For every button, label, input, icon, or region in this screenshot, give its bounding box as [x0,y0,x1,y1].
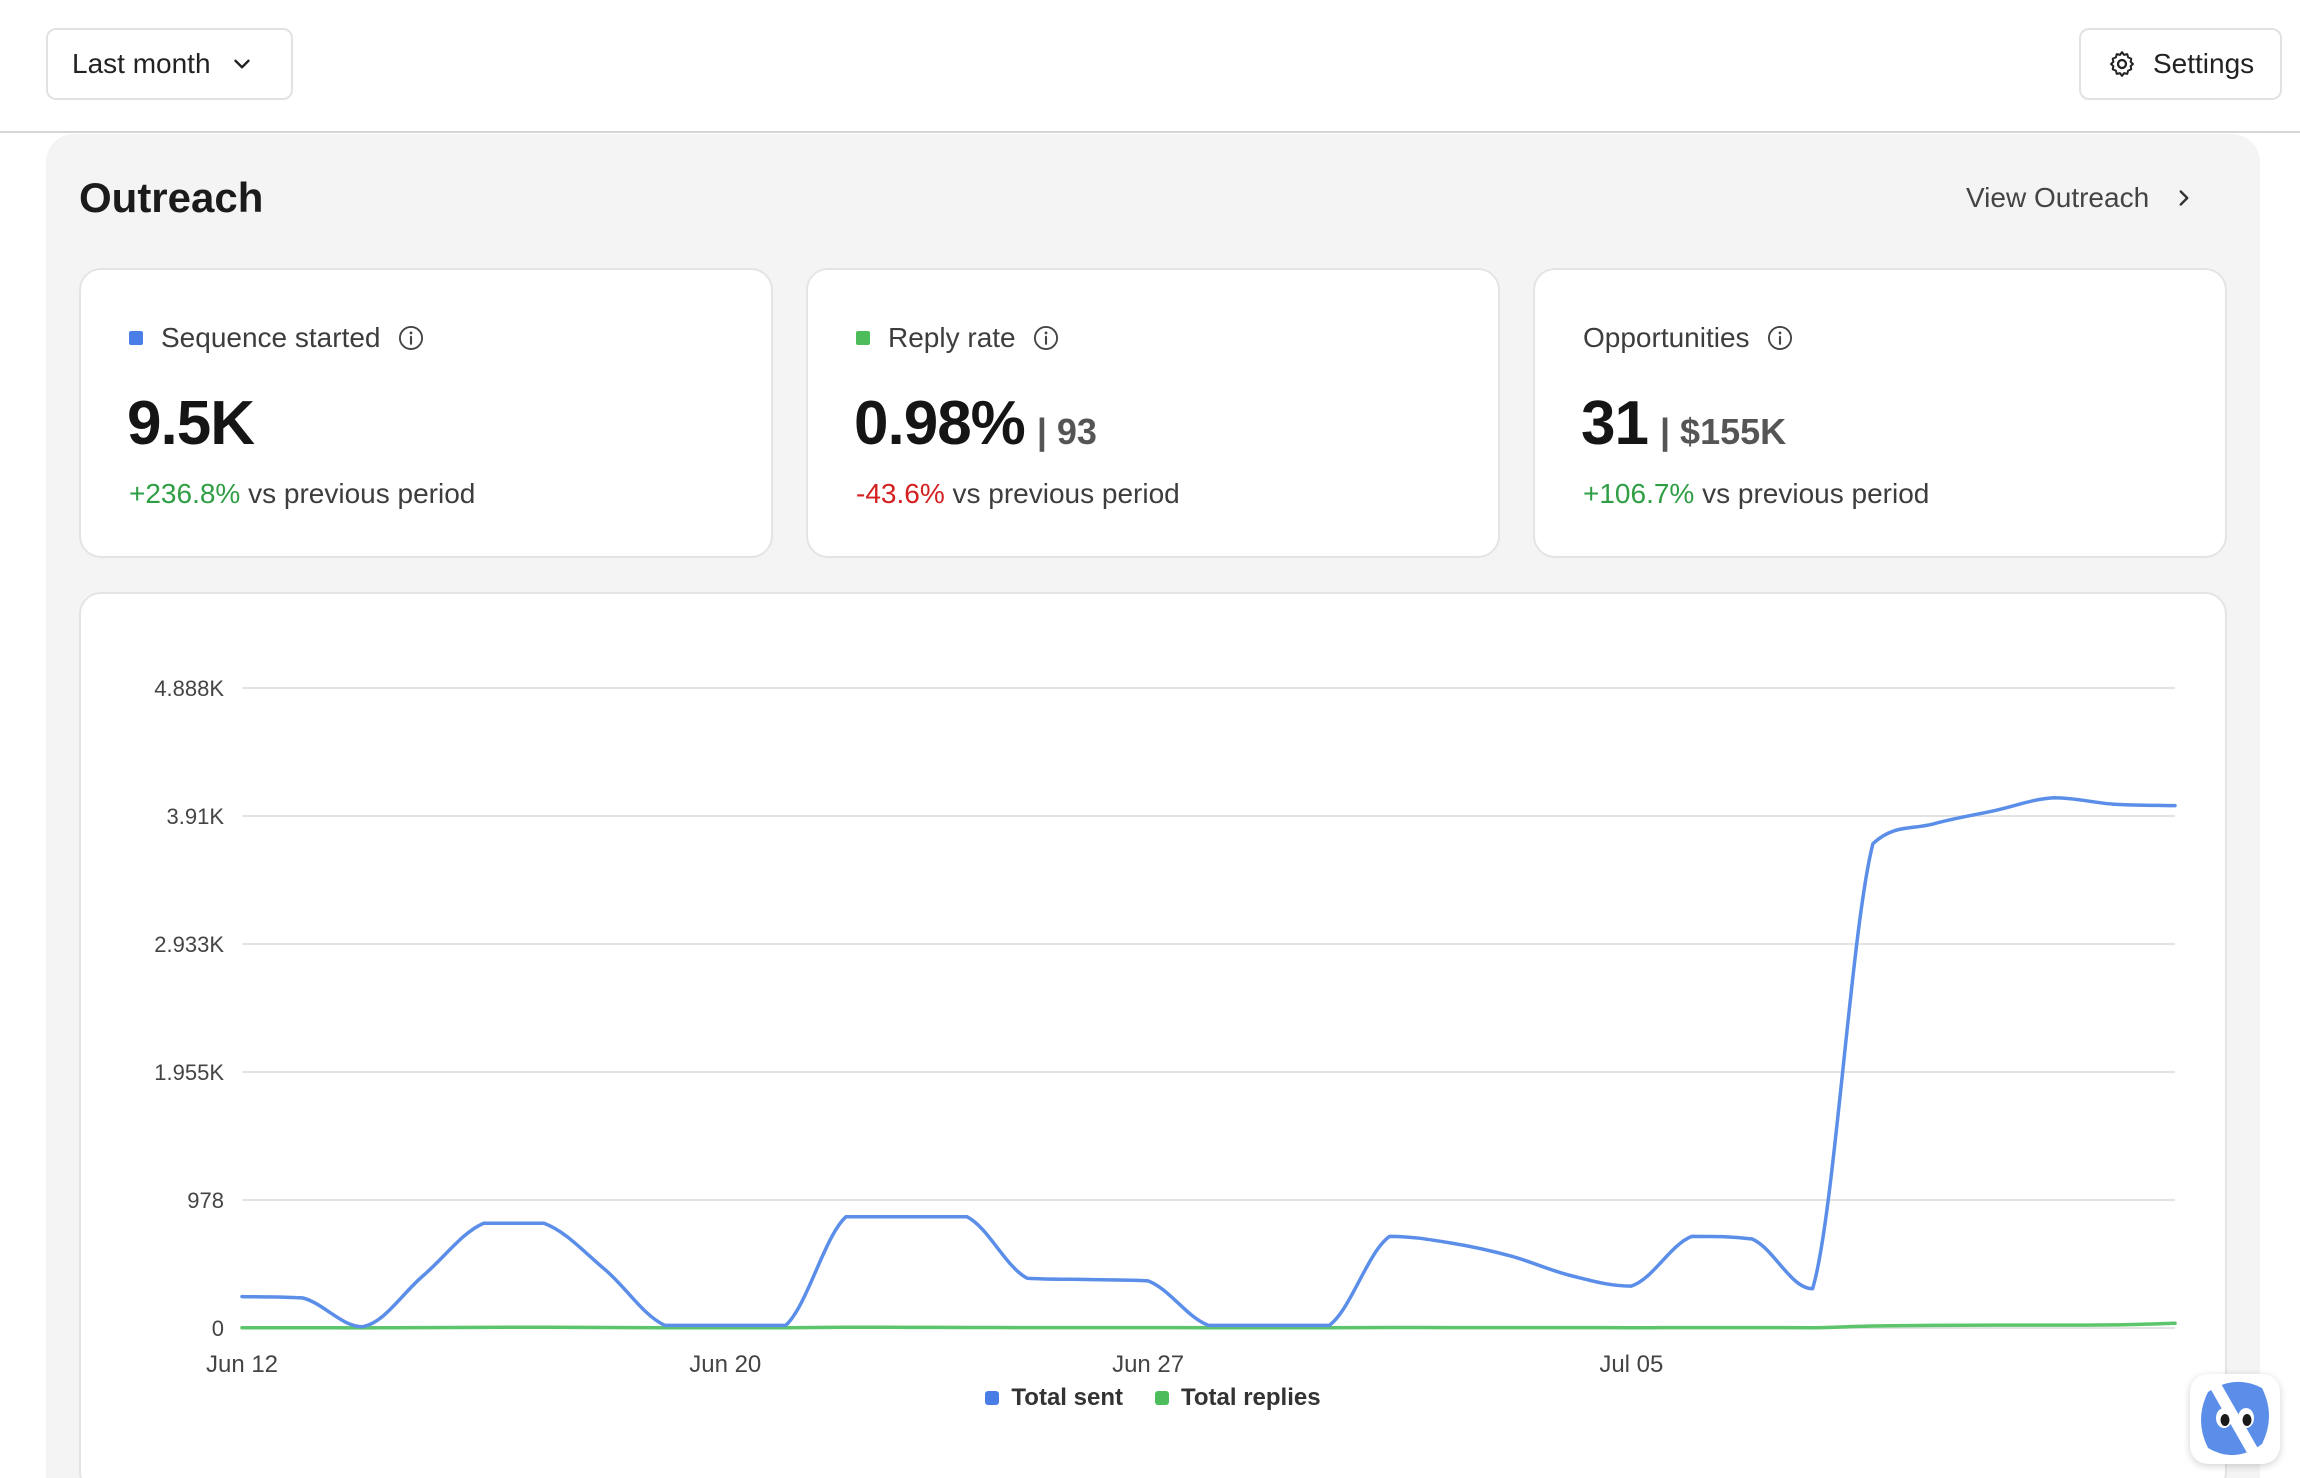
metric-delta-suffix: vs previous period [248,478,476,509]
legend-item-total-sent[interactable]: Total sent [985,1384,1123,1412]
outreach-chart-card: 0 978 1.955K 2.933K 3.91K 4.888K Jun 12 Jun 20 J… [79,592,2227,1478]
outreach-panel: Outreach View Outreach Sequence started … [46,134,2260,1478]
y-tick-label: 0 [212,1316,224,1341]
y-tick-label: 2.933K [154,932,224,957]
settings-button-label: Settings [2153,48,2255,79]
metric-value: 0.98% [854,389,1026,458]
x-tick-label: Jun 20 [689,1351,761,1374]
metric-delta: -43.6% [856,478,945,509]
period-dropdown-label: Last month [72,48,211,79]
chevron-down-icon [233,59,250,69]
metric-delta-suffix: vs previous period [952,478,1180,509]
y-tick-label: 978 [187,1188,224,1213]
gear-icon [2110,51,2134,77]
assistant-mascot-icon [2201,1381,2269,1458]
series-color-dot [856,331,870,345]
section-title: Outreach [79,174,264,221]
view-outreach-label: View Outreach [1966,182,2150,213]
metric-secondary-value: | 93 [1036,411,1097,452]
series-line-total-sent [240,795,2177,1329]
x-tick-label: Jul 05 [1599,1351,1663,1374]
metric-card-opportunities: Opportunities 31 | $155K +106.7% vs prev… [1533,268,2227,558]
info-icon[interactable] [1766,324,1794,352]
metric-card-reply-rate: Reply rate 0.98% | 93 -43.6% vs previous… [806,268,1500,558]
outreach-line-chart: 0 978 1.955K 2.933K 3.91K 4.888K Jun 12 Jun 20 J… [154,676,2177,1374]
metric-value: 31 [1581,389,1649,458]
info-icon[interactable] [1032,324,1060,352]
y-tick-label: 3.91K [167,804,225,829]
legend-swatch [1154,1391,1169,1405]
metric-delta-suffix: vs previous period [1702,478,1930,509]
legend-label: Total replies [1180,1384,1321,1411]
info-icon[interactable] [397,324,425,352]
top-toolbar: Last month Settings [0,0,2300,133]
metric-card-sequence-started: Sequence started 9.5K +236.8% vs previou… [79,268,773,558]
legend-swatch [985,1391,1000,1405]
metric-value: 9.5K [127,389,255,458]
legend-item-total-replies[interactable]: Total replies [1154,1384,1321,1412]
legend-label: Total sent [1011,1384,1123,1411]
x-tick-label: Jun 12 [206,1351,278,1374]
y-tick-label: 1.955K [154,1060,224,1085]
metric-label: Opportunities [1583,322,1750,353]
period-dropdown[interactable]: Last month [46,28,293,100]
metric-label: Sequence started [161,322,381,353]
metric-delta: +236.8% [129,478,241,509]
settings-button[interactable]: Settings [2079,28,2282,100]
view-outreach-link[interactable]: View Outreach [1966,182,2197,214]
metric-secondary-value: | $155K [1659,411,1787,452]
metric-delta: +106.7% [1583,478,1695,509]
x-tick-label: Jun 27 [1112,1351,1184,1374]
chevron-right-icon [2179,190,2189,206]
y-tick-label: 4.888K [154,676,224,701]
metric-label: Reply rate [888,322,1016,353]
assistant-widget-button[interactable] [2190,1374,2280,1464]
series-color-dot [129,331,143,345]
chart-legend: Total sent Total replies [81,1384,2225,1412]
series-line-total-replies [240,1321,2177,1330]
